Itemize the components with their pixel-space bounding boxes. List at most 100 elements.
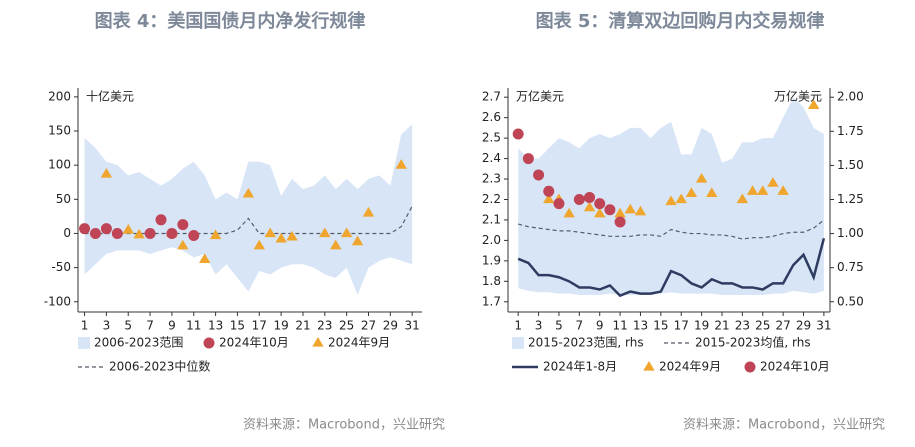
triangle [362,206,375,217]
triangle [198,253,211,264]
dashed-line [518,219,825,240]
triangle [351,235,364,246]
y2-tick-label: 2.00 [837,90,864,104]
triangle [583,201,596,212]
x-tick-label: 9 [168,319,176,333]
x-tick-label: 13 [633,319,648,333]
dot [573,193,585,205]
legend-label: 2024年9月 [659,360,721,374]
x-tick-label: 1 [514,319,522,333]
y-tick-label: 1.7 [482,294,501,308]
x-tick-label: 11 [186,319,201,333]
x-tick-label: 3 [535,319,543,333]
x-tick-label: 15 [653,319,668,333]
triangle [286,230,298,241]
line [517,238,826,298]
dot [188,230,200,242]
triangle [675,193,687,204]
x-tick-label: 27 [361,319,376,333]
y-tick-label: 2.0 [482,233,501,247]
dot [100,223,112,235]
triangle [634,205,647,216]
source: 资料来源：Macrobond，兴业研究 [243,418,445,433]
x-tick-label: 17 [252,319,267,333]
dot [89,227,101,239]
triangle [624,203,636,214]
chart-title: 图表 4：美国国债月内净发行规律 [95,10,366,32]
x-tick-label: 7 [576,319,584,333]
legend-label: 2024年10月 [760,360,830,374]
triangle [275,232,287,243]
y-tick-label: 2.3 [482,172,501,186]
triangle [209,229,222,240]
x-tick-label: 25 [755,319,770,333]
triangle [685,187,698,197]
y-tick-label: 1.9 [482,253,501,267]
x-tick-label: 19 [694,319,709,333]
unit-label: 十亿美元 [86,89,134,104]
source: 资料来源：Macrobond，兴业研究 [683,418,885,433]
y-tick-label: 200 [48,89,71,103]
triangle [746,185,759,195]
legend-label: 2024年10月 [219,336,289,350]
x-tick-label: 7 [146,319,154,333]
x-tick-label: 13 [208,319,223,333]
y2-tick-label: 1.50 [837,158,864,172]
dot [155,214,167,226]
x-tick-label: 29 [796,319,811,333]
unit-label: 万亿美元 [516,89,564,104]
triangle [665,195,677,206]
dot [79,223,91,235]
x-tick-label: 23 [735,319,750,333]
x-tick-label: 21 [714,319,729,333]
y-tick-label: 50 [56,192,71,206]
y2-tick-label: 0.75 [837,260,864,274]
dashed-line [84,205,413,235]
triangle [777,185,789,195]
x-tick-label: 31 [405,319,420,333]
triangle [736,193,749,204]
triangle [242,187,255,198]
dot [111,227,123,239]
dot [614,216,626,228]
legend-label: 2015-2023均值, rhs [695,335,811,350]
x-tick-label: 29 [383,319,398,333]
legend-label: 2015-2023范围, rhs [528,336,644,350]
legend-label: 2006-2023中位数 [109,359,210,374]
dot [166,227,178,239]
triangle [264,227,276,238]
x-tick-label: 11 [612,319,627,333]
dot [553,198,565,210]
legend-label: 2024年9月 [328,336,390,350]
triangle [807,99,820,109]
legend-dot [203,337,215,349]
y-tick-label: 2.6 [482,110,501,124]
triangle [319,227,331,238]
triangle [706,187,718,197]
triangle [133,228,145,239]
x-tick-label: 15 [230,319,245,333]
legend-swatch [78,337,90,349]
y-tick-label: 150 [48,124,71,138]
x-tick-label: 27 [775,319,790,333]
legend-triangle [312,337,324,347]
legend-swatch [512,337,524,349]
y-tick-label: 1.8 [482,274,501,288]
triangle [695,173,708,183]
y-tick-label: 2.4 [482,151,501,165]
y-tick-label: 100 [48,158,71,172]
x-tick-label: 25 [339,319,354,333]
triangle [614,207,626,218]
y-tick-label: -100 [44,294,71,308]
triangle [757,185,769,195]
y2-tick-label: 0.50 [837,294,864,308]
x-tick-label: 23 [317,319,332,333]
dot [604,204,616,216]
y2-tick-label: 1.75 [837,124,864,138]
legend-label: 2006-2023范围 [94,336,183,350]
y-tick-label: 2.7 [482,90,501,104]
x-tick-label: 3 [103,319,111,333]
legend-label: 2024年1-8月 [543,360,617,374]
dot [543,185,555,197]
